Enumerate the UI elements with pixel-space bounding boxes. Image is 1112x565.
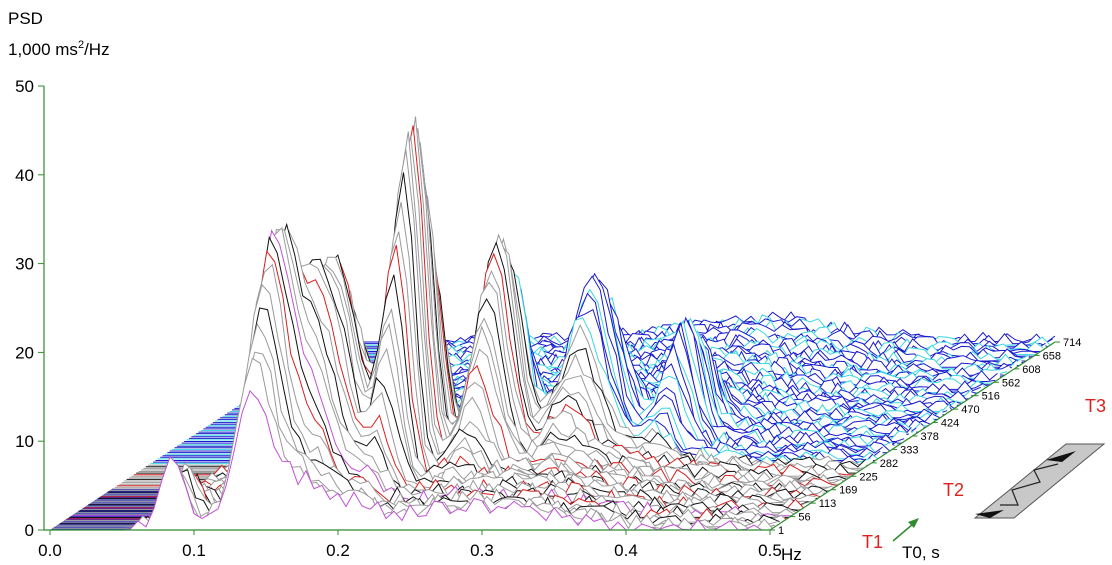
trace-fill — [208, 371, 929, 426]
trace-fill — [289, 343, 1010, 372]
segment-label-t2: T2 — [943, 480, 964, 500]
y-unit-suffix: /Hz — [84, 40, 110, 59]
time-tick-label: 516 — [982, 391, 1000, 403]
tick-labels: 0 10 20 30 40 50 0.0 0.1 0.2 0.3 0.4 0.5 1 56 11316922… — [15, 77, 1081, 560]
y-tick-label: 20 — [15, 343, 34, 362]
x-tick-label: 0.3 — [470, 541, 494, 560]
time-tick-label: 562 — [1002, 377, 1020, 389]
y-axis-title: PSD — [8, 9, 43, 28]
segment-label-t3: T3 — [1085, 396, 1106, 416]
trace-fill — [50, 390, 770, 530]
time-tick-label: 470 — [961, 404, 979, 416]
x-tick-label: 0.1 — [182, 541, 206, 560]
time-tick-label: 333 — [900, 444, 918, 456]
y-unit-prefix: 1,000 ms — [8, 40, 78, 59]
segment-label-t1: T1 — [862, 532, 883, 552]
y-tick-label: 10 — [15, 432, 34, 451]
time-tick-label: 658 — [1043, 350, 1061, 362]
y-axis-units: 1,000 ms2/Hz — [8, 39, 110, 59]
spectra-traces — [50, 116, 1056, 531]
time-direction-arrow-icon — [892, 518, 919, 542]
time-tick-label: 169 — [839, 485, 857, 497]
time-tick-label: 608 — [1022, 364, 1040, 376]
trace-fill — [126, 164, 847, 480]
x-tick-label: 0.0 — [38, 541, 62, 560]
time-tick-label: 282 — [880, 458, 898, 470]
y-unit-sup: 2 — [78, 39, 84, 51]
x-tick-label: 0.4 — [614, 541, 638, 560]
y-tick-label: 40 — [15, 166, 34, 185]
axes-group — [38, 85, 1060, 535]
time-tick-label: 424 — [941, 418, 959, 430]
x-axis-unit: Hz — [781, 545, 802, 564]
x-tick-label: 0.5 — [758, 541, 782, 560]
time-tick-label: 56 — [798, 512, 810, 524]
time-tick-label: 714 — [1063, 337, 1081, 349]
y-tick-label: 0 — [25, 521, 34, 540]
trace-fill — [258, 361, 979, 393]
time-axis-label: T0, s — [902, 543, 940, 562]
time-tick-label: 113 — [819, 498, 837, 510]
time-tick-label: 225 — [859, 471, 877, 483]
time-tick-label: 378 — [921, 431, 939, 443]
segment-diagram-icon — [973, 443, 1106, 519]
x-tick-label: 0.2 — [326, 541, 350, 560]
spectrum-trace — [50, 389, 770, 531]
y-tick-label: 50 — [15, 77, 34, 96]
y-tick-label: 30 — [15, 255, 34, 274]
time-tick-label: 1 — [778, 525, 784, 537]
trace-fill — [112, 131, 833, 489]
